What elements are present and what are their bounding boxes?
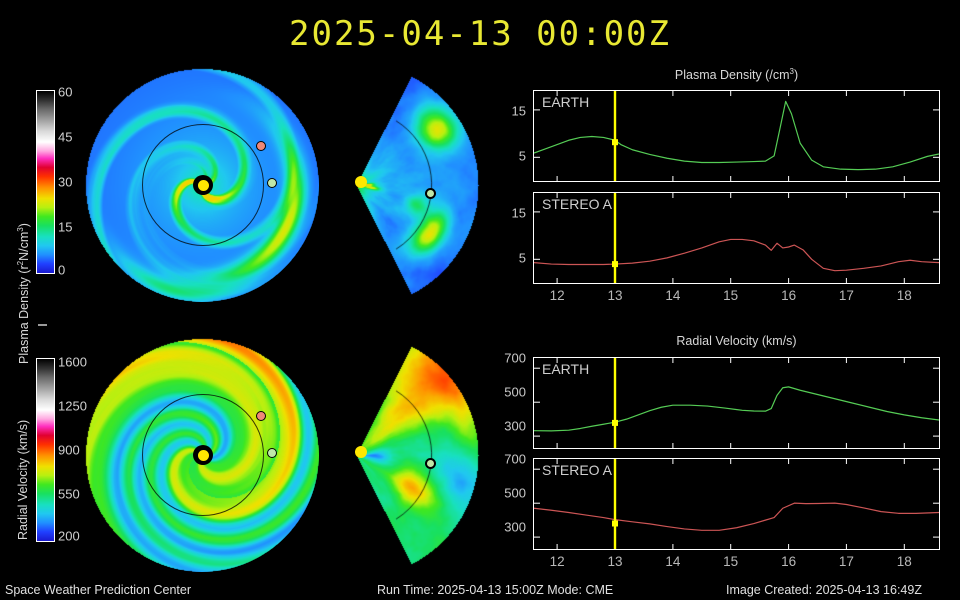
- xtick-label: 18: [896, 288, 912, 303]
- xtick-label: 18: [896, 554, 912, 569]
- timeseries-plot-density-stereo-a: [533, 192, 940, 284]
- xtick-label: 15: [723, 288, 739, 303]
- colorbar-radial-velocity: Radial Velocity (km/s) 1600 1250 900 550…: [0, 355, 87, 548]
- cbar-tick: 0: [58, 262, 66, 278]
- xtick-label: 14: [665, 288, 681, 303]
- sun-marker-ecliptic-velocity: [193, 445, 213, 465]
- earth-orbit-ring-density: [142, 124, 264, 246]
- colorbar-plasma-density: Plasma Density (r2N/cm3) 60 45 30 15 0: [0, 85, 80, 365]
- cbar-tick: 45: [58, 129, 73, 145]
- sun-marker-meridional-density: [355, 176, 367, 188]
- axis-artifact-dash: [38, 324, 47, 326]
- cbar-tick: 30: [58, 174, 73, 190]
- timeseries-plot-velocity-earth: [533, 357, 940, 449]
- ytick-velocity-stereo-a: 500: [504, 485, 526, 501]
- ytick-velocity-earth: 700: [504, 350, 526, 366]
- footer-run-time: Run Time: 2025-04-13 15:00Z Mode: CME: [377, 583, 614, 597]
- earth-marker-meridional-density: [425, 188, 436, 199]
- timeseries-label-density-stereo-a: STEREO A: [542, 196, 613, 212]
- xtick-label: 17: [838, 554, 854, 569]
- ytick-density-stereo-a: 15: [511, 205, 526, 221]
- xtick-label: 12: [549, 288, 565, 303]
- page-title: 2025-04-13 00:00Z: [289, 14, 671, 54]
- colorbar-radial-velocity-ticks: 1600 1250 900 550 200: [58, 354, 98, 544]
- ytick-density-earth: 5: [518, 148, 526, 164]
- sun-marker-ecliptic-density: [193, 175, 213, 195]
- sun-marker-meridional-velocity: [355, 446, 367, 458]
- timeseries-label-density-earth: EARTH: [542, 94, 590, 110]
- xtick-label: 14: [665, 554, 681, 569]
- timeseries-plot-velocity-stereo-a: [533, 458, 940, 550]
- cbar-tick: 1600: [58, 354, 87, 370]
- xtick-label: 17: [838, 288, 854, 303]
- timeseries-plot-density-earth: [533, 90, 940, 182]
- timeseries-label-velocity-earth: EARTH: [542, 361, 590, 377]
- timeseries-title-density: Plasma Density (/cm3): [674, 67, 799, 83]
- cbar-tick: 60: [58, 84, 73, 100]
- footer-organization: Space Weather Prediction Center: [5, 583, 191, 597]
- cbar-tick: 900: [58, 442, 80, 458]
- xtick-label: 13: [607, 288, 623, 303]
- earth-marker-ecliptic-velocity: [267, 448, 277, 458]
- xtick-label: 16: [781, 554, 797, 569]
- stereo-a-marker-ecliptic-velocity: [256, 411, 266, 421]
- meridional-plane-density-plot: [352, 68, 486, 302]
- ytick-velocity-earth: 300: [504, 418, 526, 434]
- cbar-tick: 200: [58, 528, 80, 544]
- xtick-label: 12: [549, 554, 565, 569]
- xtick-label: 16: [781, 288, 797, 303]
- colorbar-radial-velocity-strip: [36, 358, 55, 542]
- earth-marker-meridional-velocity: [425, 458, 436, 469]
- ytick-density-stereo-a: 5: [518, 250, 526, 266]
- colorbar-plasma-density-ticks: 60 45 30 15 0: [58, 85, 88, 278]
- footer-image-created: Image Created: 2025-04-13 16:49Z: [726, 583, 922, 597]
- xtick-label: 15: [723, 554, 739, 569]
- stereo-a-marker-ecliptic-density: [256, 141, 266, 151]
- timeseries-label-velocity-stereo-a: STEREO A: [542, 462, 613, 478]
- meridional-plane-velocity-plot: [352, 338, 486, 572]
- earth-marker-ecliptic-density: [267, 178, 277, 188]
- ytick-density-earth: 15: [511, 103, 526, 119]
- ytick-velocity-stereo-a: 700: [504, 451, 526, 467]
- earth-orbit-ring-velocity: [142, 394, 264, 516]
- colorbar-plasma-density-label: Plasma Density (r2N/cm3): [16, 223, 32, 364]
- colorbar-plasma-density-strip: [36, 90, 55, 274]
- cbar-tick: 1250: [58, 398, 87, 414]
- ytick-velocity-earth: 500: [504, 384, 526, 400]
- ytick-velocity-stereo-a: 300: [504, 519, 526, 535]
- xtick-label: 13: [607, 554, 623, 569]
- timeseries-title-velocity: Radial Velocity (km/s): [676, 334, 797, 348]
- cbar-tick: 550: [58, 486, 80, 502]
- cbar-tick: 15: [58, 219, 73, 235]
- colorbar-radial-velocity-label: Radial Velocity (km/s): [16, 419, 30, 540]
